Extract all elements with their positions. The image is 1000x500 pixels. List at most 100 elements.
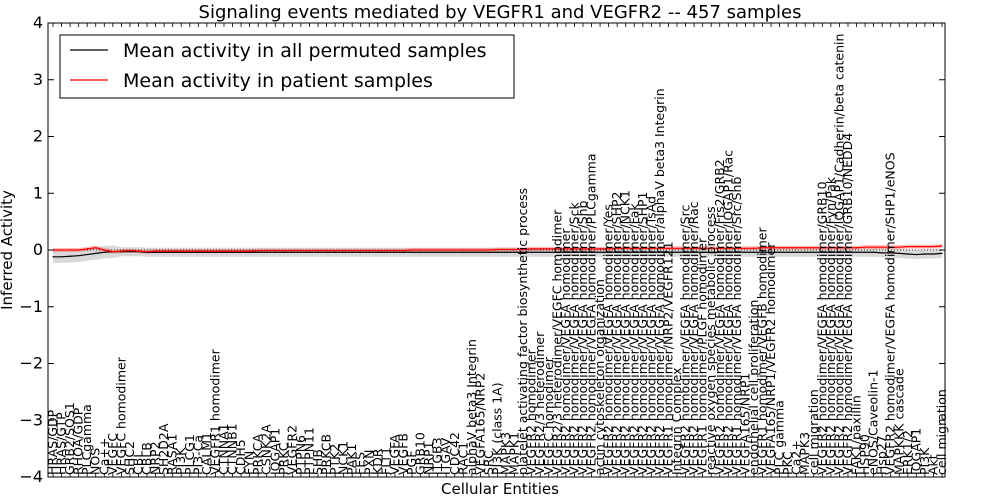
category-label-75: VEGFR2 homodimer/VEGFA homodimer/Rac <box>686 201 701 475</box>
category-label-66: VEGFR2 homodimer/VEGFA homodimer/SHP2 <box>609 191 624 475</box>
point-permuted-56 <box>531 251 533 253</box>
category-label-97: Hsp27 <box>874 435 889 475</box>
point-patient-45 <box>437 249 439 251</box>
point-patient-36 <box>360 249 362 252</box>
point-patient-100 <box>907 245 909 248</box>
point-patient-56 <box>531 248 533 250</box>
y-axis-label: Inferred Activity <box>0 190 16 310</box>
point-permuted-76 <box>702 251 704 253</box>
category-label-32: PRKCB <box>319 434 334 475</box>
point-permuted-65 <box>608 251 610 253</box>
category-label-73: Integrin Complex <box>669 368 684 475</box>
point-patient-11 <box>146 251 148 253</box>
category-label-51: SRC <box>481 450 496 475</box>
category-label-84: VEGFA165/NRP1/VEGFR2 homodimer <box>763 242 778 475</box>
category-label-92: VEGFR2 homodimer/VEGFA homodimer/IQGAP1/… <box>831 34 846 475</box>
point-permuted-32 <box>325 251 328 253</box>
point-permuted-60 <box>565 251 567 253</box>
point-patient-8 <box>120 250 122 252</box>
point-patient-99 <box>898 246 900 248</box>
point-permuted-64 <box>599 251 601 253</box>
point-permuted-3 <box>78 255 80 257</box>
point-permuted-41 <box>402 251 405 253</box>
point-permuted-73 <box>676 251 678 253</box>
point-permuted-54 <box>513 251 516 253</box>
point-patient-7 <box>112 251 114 253</box>
point-permuted-59 <box>556 251 558 253</box>
category-label-71: VEGFR2 homodimer/VEGFA homodimer/alphaV … <box>652 88 667 475</box>
point-permuted-21 <box>231 251 234 253</box>
category-label-8: VEGFC homodimer <box>113 356 128 475</box>
point-permuted-57 <box>539 251 541 253</box>
point-patient-50 <box>479 249 482 251</box>
point-permuted-13 <box>163 251 165 253</box>
category-label-24: PRKCA <box>250 434 265 475</box>
point-permuted-25 <box>266 251 268 253</box>
category-label-23: FYN <box>242 451 257 475</box>
category-label-3: RHOA/GDP <box>71 407 86 475</box>
point-patient-6 <box>103 249 105 251</box>
point-patient-27 <box>283 249 285 252</box>
point-patient-42 <box>411 249 413 251</box>
category-label-102: PI3K <box>917 447 932 475</box>
point-patient-1 <box>60 249 63 251</box>
point-permuted-77 <box>710 251 712 253</box>
point-permuted-74 <box>684 251 687 253</box>
point-permuted-31 <box>317 251 319 253</box>
category-label-56: VEGFR2 homodimer <box>524 348 539 475</box>
y-tick-label-1: −3 <box>19 410 43 429</box>
point-patient-22 <box>240 250 242 252</box>
category-label-15: PI3K <box>173 447 188 475</box>
point-patient-91 <box>830 247 832 249</box>
category-label-68: VEGFR2 homodimer/VEGFA homodimer/Fak <box>626 203 641 475</box>
point-patient-24 <box>257 249 259 252</box>
point-patient-84 <box>770 247 772 249</box>
point-permuted-18 <box>206 251 208 253</box>
category-label-29: PTPN6 <box>293 435 308 475</box>
point-permuted-30 <box>308 251 311 253</box>
point-patient-21 <box>231 250 234 252</box>
category-label-42: PGF <box>404 451 419 475</box>
category-label-48: RAC1 <box>455 442 470 475</box>
point-patient-85 <box>778 247 781 249</box>
category-label-30: PTPN11 <box>301 427 316 475</box>
point-patient-33 <box>334 249 336 252</box>
point-patient-96 <box>873 246 875 248</box>
point-patient-5 <box>95 247 97 249</box>
point-permuted-79 <box>727 251 729 253</box>
point-permuted-38 <box>377 251 379 253</box>
point-permuted-55 <box>522 251 524 253</box>
category-label-90: VEGFR2 homodimer/VEGFA homodimer/GRB10 <box>814 181 829 475</box>
point-patient-23 <box>249 250 251 252</box>
point-permuted-70 <box>650 251 652 253</box>
point-patient-18 <box>206 250 208 252</box>
category-label-1: HRAS/GTP <box>54 412 69 475</box>
category-label-50: VEGFA165/NRP2 <box>472 373 487 475</box>
legend-label-permuted: Mean activity in all permuted samples <box>123 40 486 62</box>
point-patient-4 <box>86 248 88 250</box>
point-patient-65 <box>608 248 610 250</box>
category-label-82: endothelial cell proliferation <box>746 300 761 475</box>
point-patient-28 <box>291 249 293 252</box>
point-permuted-102 <box>924 253 926 255</box>
plot-frame <box>47 22 946 478</box>
y-tick-label-0: −4 <box>19 467 43 486</box>
point-permuted-90 <box>821 251 823 253</box>
point-permuted-99 <box>898 252 900 255</box>
point-permuted-91 <box>830 251 832 253</box>
point-permuted-100 <box>907 253 909 255</box>
point-permuted-96 <box>873 251 875 253</box>
category-label-87: Ca2+ <box>789 440 804 475</box>
point-patient-26 <box>274 249 276 252</box>
y-tick-label-6: 2 <box>33 127 43 146</box>
x-axis-label: Cellular Entities <box>441 480 559 498</box>
point-patient-41 <box>402 249 405 252</box>
point-permuted-33 <box>334 251 336 253</box>
point-permuted-92 <box>838 251 841 253</box>
category-label-49: alphaV beta3 Integrin <box>464 339 479 475</box>
category-label-14: RASA1 <box>165 434 180 475</box>
point-patient-71 <box>659 247 661 249</box>
category-label-9: SHC2 <box>122 441 137 475</box>
point-patient-53 <box>505 248 507 251</box>
point-permuted-44 <box>428 251 430 253</box>
